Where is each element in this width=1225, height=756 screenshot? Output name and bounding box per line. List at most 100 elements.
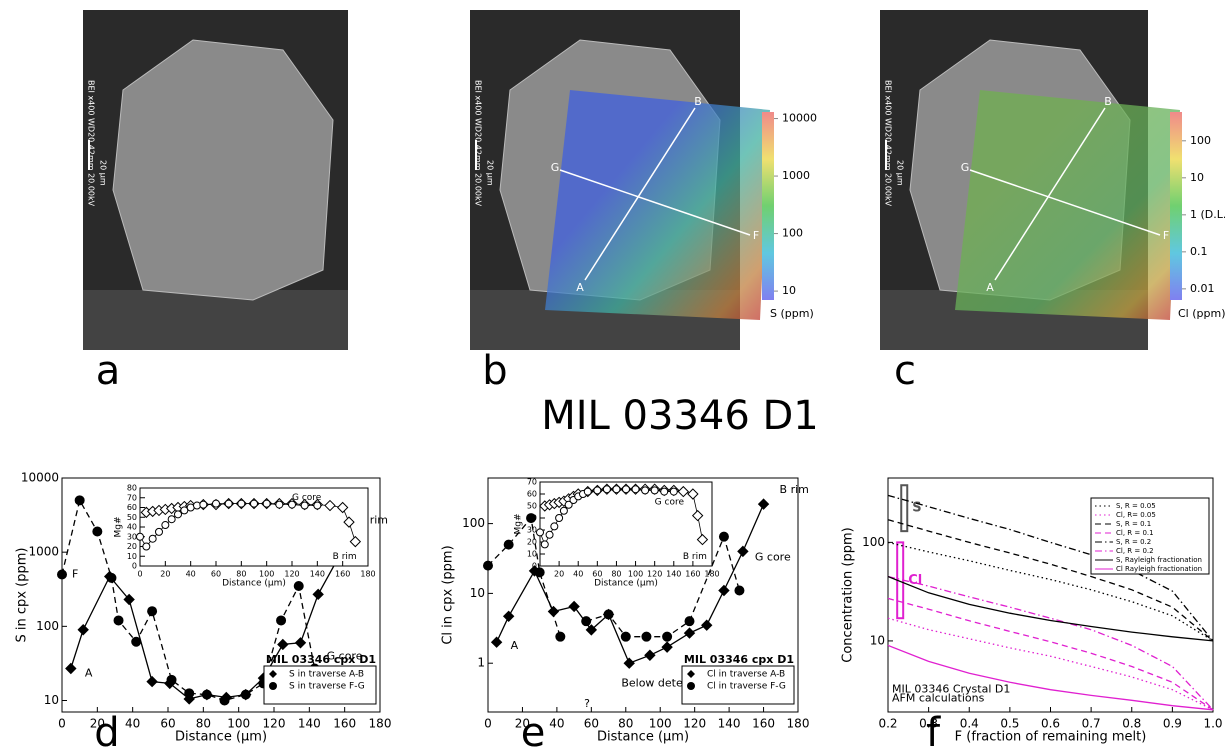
data-point [276,615,287,626]
data-point [219,695,230,706]
traverse [994,107,1106,281]
annotation: MIL 03346 Crystal D1 [892,683,1010,696]
data-point [193,501,201,510]
y-tick-label: 10000 [21,471,59,485]
scale-label: 20 µm [896,160,905,186]
panel-label: e [521,710,546,752]
x-axis-label: F (fraction of remaining melt) [955,730,1147,745]
x-tick-label: 180 [787,717,810,731]
data-point [502,610,515,622]
legend-label: Cl in traverse F-G [707,682,786,692]
x-tick-label: 160 [335,570,350,579]
data-point [583,487,592,496]
data-point [275,500,284,509]
data-point [123,593,135,606]
caption: BEI x400 WD20 42mm 20.00kV [87,80,96,207]
y-tick-label: 10 [870,633,885,647]
data-point [684,616,695,627]
series-line [887,597,1214,711]
legend-title: MIL 03346 cpx D1 [266,653,376,666]
x-tick-label: 20 [90,717,105,731]
data-point [696,533,709,546]
data-point [65,662,77,675]
x-tick-label: 160 [752,717,775,731]
panel-label: c [894,348,916,394]
x-tick-label: 40 [125,717,140,731]
data-point [641,631,652,642]
point-label: B [1104,95,1112,108]
data-point [201,689,212,700]
x-tick-label: 0.8 [1122,717,1141,731]
x-tick-label: 40 [186,570,196,579]
data-point [250,499,258,508]
legend-swatch [687,682,695,690]
data-point [136,532,144,541]
x-tick-label: 80 [611,570,621,579]
y-tick-label: 100 [36,619,59,633]
legend-label: S, R = 0.05 [1116,502,1156,510]
y-tick-label: 20 [127,542,137,551]
annotation: A [511,639,519,652]
colorbar [762,112,774,300]
inset: 0 20 40 60 80 100 120 140 160 1800102030405060708… [114,484,376,589]
data-point [555,631,566,642]
series-line [61,498,316,702]
data-point [585,624,598,636]
x-tick-label: 100 [227,717,250,731]
x-tick-label: 0.4 [960,717,979,731]
x-tick-label: 180 [360,570,375,579]
annotation: B rim [683,552,707,562]
data-point [92,526,103,537]
traverse [584,107,696,281]
point-label: B [694,95,702,108]
data-point [167,515,176,524]
annotation: G core [327,650,363,663]
data-point [490,636,503,648]
colorbar-tick-label: 1000 [782,169,810,182]
x-tick-label: 20 [554,570,564,579]
data-point [148,534,157,543]
legend-swatch [269,670,277,678]
point-label: A [986,281,994,294]
y-tick-label: 10 [527,550,537,559]
x-tick-label: 60 [592,570,602,579]
legend-label: S, R = 0.2 [1116,538,1151,546]
y-tick-label: 60 [127,503,137,512]
x-tick-label: 1.0 [1203,717,1222,731]
colorbar-tick-label: 0.01 [1190,282,1215,295]
data-point [277,638,289,651]
colorbar-tick-label: 0.1 [1190,245,1208,258]
data-point [540,540,549,549]
data-point [660,487,669,496]
series-line [887,541,1214,642]
annotation: F [72,567,78,580]
y-axis-label: Cl in cpx (ppm) [441,545,456,644]
y-tick-label: 50 [127,513,137,522]
data-point [300,501,309,510]
legend-label: Cl, R = 0.1 [1116,529,1154,537]
data-point [734,585,745,596]
data-point [146,675,158,688]
data-point [77,624,89,636]
x-axis-label: Distance (µm) [175,730,267,745]
x-axis-label: Distance (µm) [597,730,689,745]
data-point [691,509,704,522]
y-tick-label: 70 [527,478,537,487]
range-box [900,484,909,533]
x-tick-label: 0 [537,570,542,579]
element-map [955,90,1180,320]
x-tick-label: 20 [160,570,170,579]
x-tick-label: 140 [310,570,325,579]
data-point [224,499,233,508]
y-tick-label: 10 [44,693,59,707]
annotation: B rim [780,483,809,496]
data-point [526,513,537,524]
x-tick-label: 100 [649,717,672,731]
legend-label: Cl Rayleigh fractionation [1116,565,1202,573]
x-tick-label: 140 [666,570,681,579]
data-point [602,485,611,494]
x-tick-label: 40 [549,717,564,731]
x-tick-label: 0 [137,570,142,579]
data-point [240,689,251,700]
x-tick-label: 0 [484,717,492,731]
